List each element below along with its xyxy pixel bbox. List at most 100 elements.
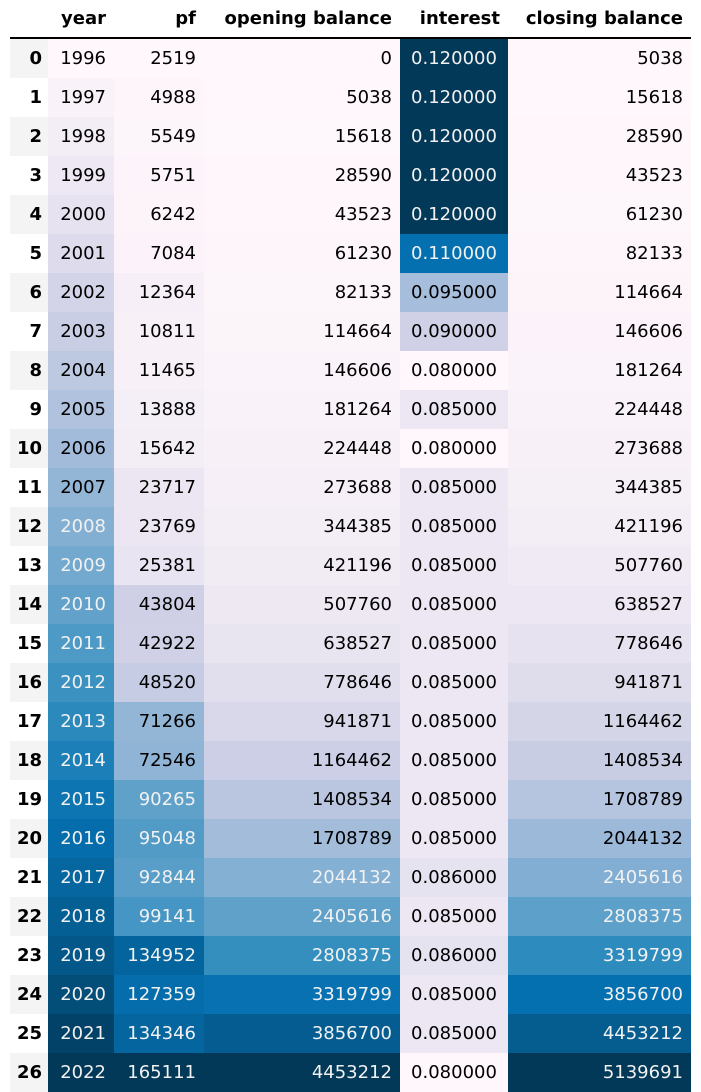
closing-balance-cell: 82133 bbox=[508, 234, 691, 273]
styled-dataframe: year pf opening balance interest closing… bbox=[10, 0, 691, 1092]
closing-balance-cell: 5038 bbox=[508, 38, 691, 78]
year-cell: 2002 bbox=[48, 273, 114, 312]
opening-balance-cell: 146606 bbox=[204, 351, 400, 390]
pf-cell: 90265 bbox=[114, 780, 204, 819]
pf-cell: 42922 bbox=[114, 624, 204, 663]
table-row: 18 2014 72546 1164462 0.085000 1408534 bbox=[10, 741, 691, 780]
interest-cell: 0.110000 bbox=[400, 234, 508, 273]
table-row: 4 2000 6242 43523 0.120000 61230 bbox=[10, 195, 691, 234]
table-row: 26 2022 165111 4453212 0.080000 5139691 bbox=[10, 1053, 691, 1092]
table-row: 6 2002 12364 82133 0.095000 114664 bbox=[10, 273, 691, 312]
pf-cell: 43804 bbox=[114, 585, 204, 624]
opening-balance-cell: 1708789 bbox=[204, 819, 400, 858]
table-row: 10 2006 15642 224448 0.080000 273688 bbox=[10, 429, 691, 468]
interest-cell: 0.085000 bbox=[400, 1014, 508, 1053]
opening-balance-cell: 224448 bbox=[204, 429, 400, 468]
closing-balance-cell: 2808375 bbox=[508, 897, 691, 936]
closing-balance-cell: 941871 bbox=[508, 663, 691, 702]
closing-balance-cell: 273688 bbox=[508, 429, 691, 468]
opening-balance-cell: 941871 bbox=[204, 702, 400, 741]
interest-cell: 0.090000 bbox=[400, 312, 508, 351]
closing-balance-cell: 1708789 bbox=[508, 780, 691, 819]
opening-balance-cell: 778646 bbox=[204, 663, 400, 702]
opening-balance-cell: 3856700 bbox=[204, 1014, 400, 1053]
opening-balance-cell: 181264 bbox=[204, 390, 400, 429]
interest-cell: 0.085000 bbox=[400, 468, 508, 507]
column-header-interest: interest bbox=[400, 0, 508, 39]
year-cell: 2000 bbox=[48, 195, 114, 234]
interest-cell: 0.080000 bbox=[400, 429, 508, 468]
table-row: 17 2013 71266 941871 0.085000 1164462 bbox=[10, 702, 691, 741]
closing-balance-cell: 778646 bbox=[508, 624, 691, 663]
year-cell: 2013 bbox=[48, 702, 114, 741]
pf-cell: 95048 bbox=[114, 819, 204, 858]
pf-cell: 71266 bbox=[114, 702, 204, 741]
table-row: 24 2020 127359 3319799 0.085000 3856700 bbox=[10, 975, 691, 1014]
row-index: 7 bbox=[10, 312, 48, 351]
closing-balance-cell: 146606 bbox=[508, 312, 691, 351]
opening-balance-cell: 15618 bbox=[204, 117, 400, 156]
interest-cell: 0.085000 bbox=[400, 819, 508, 858]
table-row: 3 1999 5751 28590 0.120000 43523 bbox=[10, 156, 691, 195]
table-row: 20 2016 95048 1708789 0.085000 2044132 bbox=[10, 819, 691, 858]
row-index: 22 bbox=[10, 897, 48, 936]
column-header-closing-balance: closing balance bbox=[508, 0, 691, 39]
row-index: 2 bbox=[10, 117, 48, 156]
closing-balance-cell: 61230 bbox=[508, 195, 691, 234]
row-index: 12 bbox=[10, 507, 48, 546]
closing-balance-cell: 507760 bbox=[508, 546, 691, 585]
year-cell: 2018 bbox=[48, 897, 114, 936]
row-index: 11 bbox=[10, 468, 48, 507]
interest-cell: 0.120000 bbox=[400, 156, 508, 195]
interest-cell: 0.080000 bbox=[400, 1053, 508, 1092]
table-row: 2 1998 5549 15618 0.120000 28590 bbox=[10, 117, 691, 156]
opening-balance-cell: 2808375 bbox=[204, 936, 400, 975]
year-cell: 2012 bbox=[48, 663, 114, 702]
pf-cell: 10811 bbox=[114, 312, 204, 351]
year-cell: 2017 bbox=[48, 858, 114, 897]
interest-cell: 0.120000 bbox=[400, 195, 508, 234]
year-cell: 1996 bbox=[48, 38, 114, 78]
interest-cell: 0.085000 bbox=[400, 741, 508, 780]
opening-balance-cell: 114664 bbox=[204, 312, 400, 351]
index-header bbox=[10, 0, 48, 39]
pf-cell: 23769 bbox=[114, 507, 204, 546]
row-index: 1 bbox=[10, 78, 48, 117]
opening-balance-cell: 4453212 bbox=[204, 1053, 400, 1092]
opening-balance-cell: 421196 bbox=[204, 546, 400, 585]
year-cell: 2015 bbox=[48, 780, 114, 819]
table-row: 21 2017 92844 2044132 0.086000 2405616 bbox=[10, 858, 691, 897]
table-row: 11 2007 23717 273688 0.085000 344385 bbox=[10, 468, 691, 507]
closing-balance-cell: 421196 bbox=[508, 507, 691, 546]
table-row: 0 1996 2519 0 0.120000 5038 bbox=[10, 38, 691, 78]
pf-cell: 13888 bbox=[114, 390, 204, 429]
column-header-opening-balance: opening balance bbox=[204, 0, 400, 39]
opening-balance-cell: 28590 bbox=[204, 156, 400, 195]
year-cell: 1997 bbox=[48, 78, 114, 117]
year-cell: 2001 bbox=[48, 234, 114, 273]
interest-cell: 0.085000 bbox=[400, 897, 508, 936]
opening-balance-cell: 638527 bbox=[204, 624, 400, 663]
data-table: year pf opening balance interest closing… bbox=[10, 0, 691, 1092]
interest-cell: 0.080000 bbox=[400, 351, 508, 390]
year-cell: 2020 bbox=[48, 975, 114, 1014]
table-row: 8 2004 11465 146606 0.080000 181264 bbox=[10, 351, 691, 390]
interest-cell: 0.085000 bbox=[400, 507, 508, 546]
table-row: 1 1997 4988 5038 0.120000 15618 bbox=[10, 78, 691, 117]
pf-cell: 7084 bbox=[114, 234, 204, 273]
year-cell: 2009 bbox=[48, 546, 114, 585]
pf-cell: 6242 bbox=[114, 195, 204, 234]
row-index: 6 bbox=[10, 273, 48, 312]
pf-cell: 25381 bbox=[114, 546, 204, 585]
table-row: 25 2021 134346 3856700 0.085000 4453212 bbox=[10, 1014, 691, 1053]
table-row: 16 2012 48520 778646 0.085000 941871 bbox=[10, 663, 691, 702]
table-row: 22 2018 99141 2405616 0.085000 2808375 bbox=[10, 897, 691, 936]
row-index: 18 bbox=[10, 741, 48, 780]
year-cell: 2007 bbox=[48, 468, 114, 507]
opening-balance-cell: 2405616 bbox=[204, 897, 400, 936]
opening-balance-cell: 43523 bbox=[204, 195, 400, 234]
row-index: 21 bbox=[10, 858, 48, 897]
table-row: 19 2015 90265 1408534 0.085000 1708789 bbox=[10, 780, 691, 819]
interest-cell: 0.085000 bbox=[400, 585, 508, 624]
interest-cell: 0.086000 bbox=[400, 936, 508, 975]
